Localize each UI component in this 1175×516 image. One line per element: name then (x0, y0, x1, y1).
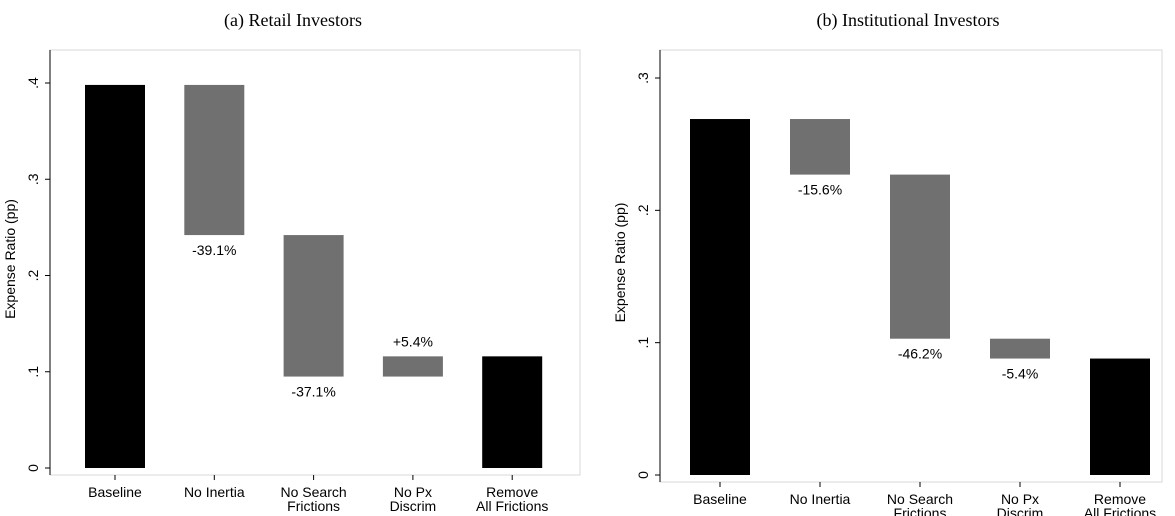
x-tick-label: Remove (486, 484, 538, 500)
y-tick-label: .2 (25, 269, 41, 281)
y-tick-label: .4 (25, 77, 41, 89)
x-tick-label: No Inertia (184, 484, 245, 500)
change-bar (184, 84, 245, 236)
x-tick-label: No Px (394, 484, 432, 500)
x-tick-label: All Frictions (1084, 505, 1156, 516)
total-bar (690, 119, 750, 476)
x-tick-label: Discrim (390, 498, 437, 514)
x-tick-label: Frictions (287, 498, 340, 514)
y-tick-label: 0 (25, 464, 41, 472)
x-tick-label: Baseline (88, 484, 142, 500)
change-label: -5.4% (1002, 366, 1039, 382)
x-tick-label: Frictions (894, 505, 947, 516)
chart-title: (b) Institutional Investors (817, 10, 1000, 31)
total-bar (482, 356, 543, 468)
y-tick-label: 0 (635, 471, 651, 479)
x-tick-label: Remove (1094, 491, 1146, 507)
y-axis-label: Expense Ratio (pp) (612, 203, 628, 323)
x-tick-label: All Frictions (476, 498, 548, 514)
x-tick-label: Baseline (693, 491, 747, 507)
change-label: -37.1% (291, 384, 335, 400)
chart-title: (a) Retail Investors (224, 10, 362, 31)
y-tick-label: .3 (635, 72, 651, 84)
change-label: -39.1% (192, 242, 236, 258)
change-bar (790, 119, 850, 175)
y-tick-label: .3 (25, 173, 41, 185)
change-label: -46.2% (898, 346, 942, 362)
x-tick-label: No Search (887, 491, 953, 507)
total-bar (1090, 358, 1150, 475)
x-tick-label: No Search (281, 484, 347, 500)
x-tick-label: Discrim (997, 505, 1044, 516)
change-bar (890, 174, 950, 339)
y-axis-label: Expense Ratio (pp) (2, 199, 18, 319)
change-bar (382, 356, 443, 377)
change-bar (283, 235, 344, 377)
change-label: +5.4% (393, 333, 433, 349)
y-tick-label: .1 (25, 366, 41, 378)
change-bar (990, 338, 1050, 359)
y-tick-label: .2 (635, 204, 651, 216)
y-tick-label: .1 (635, 337, 651, 349)
total-bar (85, 84, 145, 469)
x-tick-label: No Inertia (790, 491, 851, 507)
change-label: -15.6% (798, 182, 842, 198)
x-tick-label: No Px (1001, 491, 1039, 507)
